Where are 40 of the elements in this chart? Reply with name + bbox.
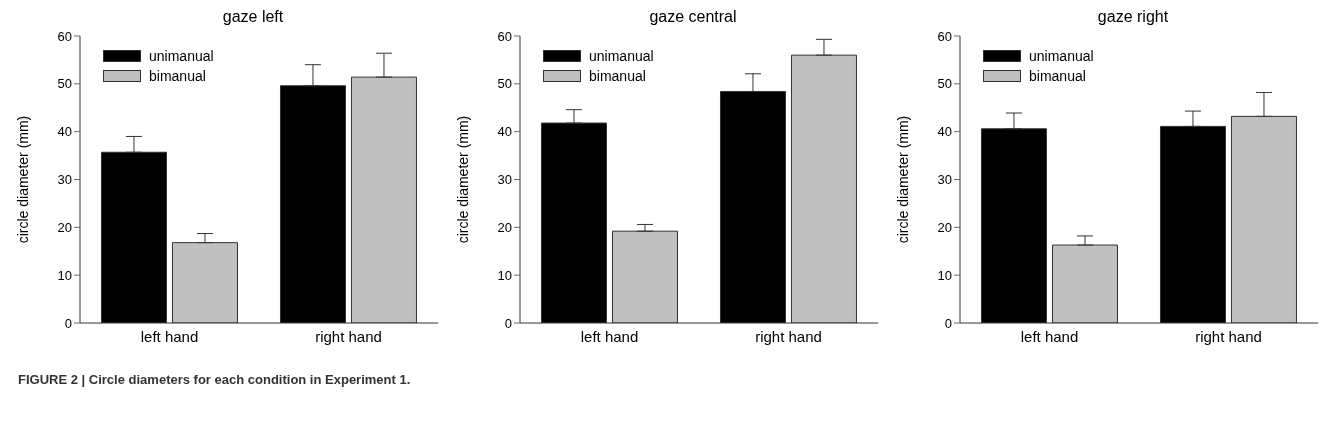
y-axis-title: circle diameter (mm) [454,115,471,244]
y-tick-label: 0 [944,315,952,331]
legend-label: bimanual [589,68,646,84]
y-tick-label: 30 [497,172,512,188]
y-tick-label: 50 [57,76,72,92]
y-tick-label: 60 [57,28,72,44]
y-tick-label: 40 [937,124,952,140]
x-tick-label: right hand [315,327,382,345]
y-tick-label: 20 [57,219,72,235]
legend-label: bimanual [149,68,206,84]
chart-title: gaze right [1096,8,1170,27]
y-tick-label: 40 [57,124,72,140]
x-tick-label: left hand [580,327,639,345]
y-tick-label: 0 [504,315,512,331]
x-tick-label: right hand [755,327,822,345]
y-tick-label: 20 [937,219,952,235]
x-tick-label: left hand [1020,327,1079,345]
y-tick-label: 10 [937,267,952,283]
y-tick-label: 30 [57,172,72,188]
caption: FIGURE 2 | Circle diameters for each condition in Experiment 1. [18,372,412,387]
legend-label: unimanual [149,48,214,64]
y-tick-label: 20 [497,219,512,235]
chart-title: gaze left [221,8,285,27]
y-tick-label: 30 [937,172,952,188]
legend-label: unimanual [1029,48,1094,64]
y-tick-label: 0 [64,315,72,331]
y-tick-label: 50 [497,76,512,92]
y-tick-label: 60 [497,28,512,44]
y-tick-label: 10 [57,267,72,283]
legend-label: bimanual [1029,68,1086,84]
x-tick-label: left hand [140,327,199,345]
y-tick-label: 10 [497,267,512,283]
y-axis-title: circle diameter (mm) [894,115,911,244]
y-tick-label: 60 [937,28,952,44]
legend-label: unimanual [589,48,654,64]
y-tick-label: 50 [937,76,952,92]
y-axis-title: circle diameter (mm) [14,115,31,244]
chart-title: gaze central [648,8,738,27]
x-tick-label: right hand [1195,327,1262,345]
y-tick-label: 40 [497,124,512,140]
